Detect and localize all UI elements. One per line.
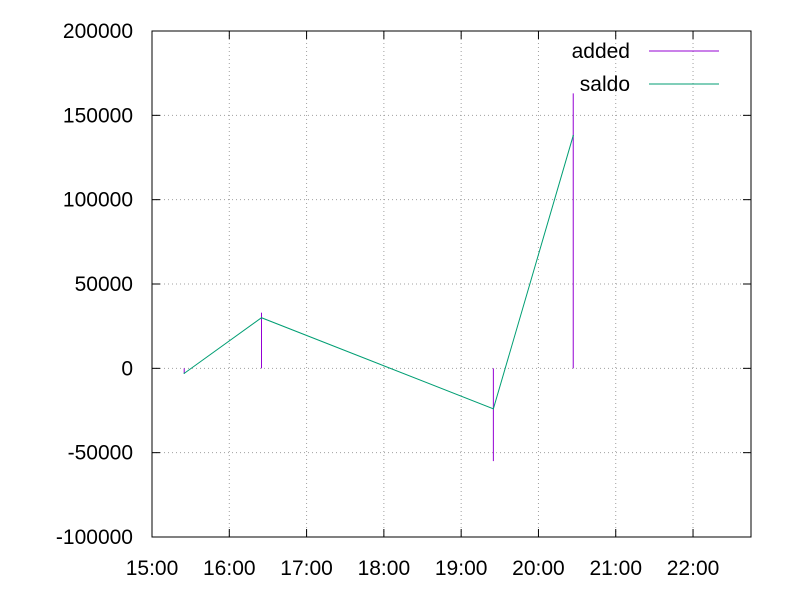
- y-tick-label: 0: [121, 357, 133, 380]
- y-tick-label: 50000: [75, 273, 133, 296]
- series-saldo-point: [260, 317, 263, 319]
- x-tick-label: 22:00: [667, 557, 720, 580]
- y-tick-label: 100000: [63, 189, 133, 212]
- series-saldo-point: [183, 372, 185, 374]
- x-tick-label: 18:00: [358, 557, 411, 580]
- series-saldo-line: [183, 135, 574, 410]
- series-saldo-point: [492, 408, 494, 410]
- x-tick-label: 21:00: [589, 557, 642, 580]
- axes: 15:00 16:00 17:00 18:00 19:00 20:00 21:00 22:00…: [56, 20, 752, 580]
- grid: [151, 30, 751, 538]
- series-saldo-point: [572, 134, 574, 137]
- x-tick-label: 20:00: [512, 557, 565, 580]
- legend: added saldo: [572, 40, 719, 96]
- legend-label-added: added: [572, 40, 630, 63]
- legend-label-saldo: saldo: [580, 73, 630, 96]
- x-tick-label: 17:00: [280, 557, 333, 580]
- y-tick-label: -50000: [68, 442, 133, 465]
- x-tick-label: 15:00: [126, 557, 179, 580]
- y-tick-label: 150000: [63, 104, 133, 127]
- y-tick-label: 200000: [63, 20, 133, 43]
- x-tick-label: 16:00: [203, 557, 256, 580]
- y-tick-label: -100000: [56, 526, 133, 549]
- plot-border: [151, 30, 752, 538]
- series-layer: [183, 93, 574, 462]
- x-tick-label: 19:00: [435, 557, 488, 580]
